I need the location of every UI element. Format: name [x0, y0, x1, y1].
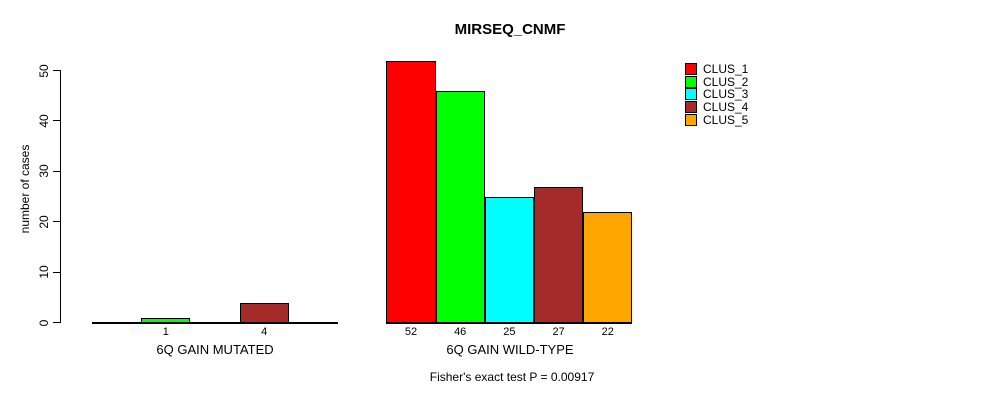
bar-value-label: 22: [601, 326, 614, 338]
chart-title: MIRSEQ_CNMF: [454, 21, 566, 38]
fisher-test-footnote: Fisher's exact test P = 0.00917: [429, 370, 595, 384]
y-axis-tick: [53, 221, 60, 223]
bar-value-label: 4: [261, 326, 268, 338]
legend-item: CLUS_1: [685, 63, 748, 76]
bar-clus_4: [239, 303, 289, 323]
legend-label: CLUS_4: [703, 100, 749, 115]
y-axis-tick-label: 50: [37, 63, 51, 78]
bar-clus_4: [534, 187, 584, 323]
legend-swatch-clus_2: [685, 75, 697, 88]
bar-value-label: 46: [454, 326, 467, 338]
y-axis-tick-label: 0: [37, 319, 51, 326]
bar-clus_3: [484, 197, 534, 323]
bar-value-label: 1: [162, 326, 169, 338]
legend-item: CLUS_2: [685, 74, 749, 89]
legend-swatch-clus_3: [685, 88, 697, 101]
legend-swatch-clus_1: [685, 63, 697, 76]
bar-value-label: 25: [503, 326, 516, 338]
y-axis-label: number of cases: [18, 144, 32, 234]
bar-clus_2: [141, 318, 191, 323]
legend-swatch-clus_5: [685, 113, 697, 126]
group-label-mutated: 6Q GAIN MUTATED: [156, 342, 274, 357]
y-axis-tick: [53, 271, 60, 273]
legend: CLUS_1 CLUS_2 CLUS_3 CLUS_4 CLUS_5: [685, 63, 748, 126]
y-axis-tick-label: 20: [37, 215, 51, 229]
bar-value-label: 52: [404, 326, 418, 338]
y-axis-tick: [53, 170, 60, 172]
bar-clus_5: [583, 212, 633, 323]
legend-label: CLUS_2: [703, 74, 749, 89]
legend-item: CLUS_5: [685, 113, 748, 126]
bar-clus_2: [435, 91, 485, 323]
legend-label: CLUS_3: [703, 87, 749, 102]
x-axis-baseline: [92, 322, 338, 324]
bar-value-label: 27: [552, 326, 565, 338]
y-axis-tick: [53, 70, 60, 71]
legend-label: CLUS_5: [703, 112, 749, 127]
legend-item: CLUS_3: [685, 88, 748, 101]
y-axis-tick: [53, 322, 60, 323]
y-axis-tick-label: 10: [37, 265, 51, 279]
group-label-wild-type: 6Q GAIN WILD-TYPE: [446, 342, 574, 357]
legend-item: CLUS_4: [685, 101, 748, 114]
y-axis-tick-label: 40: [37, 114, 51, 128]
bar-clus_1: [386, 61, 436, 323]
y-axis-tick: [53, 120, 60, 122]
legend-label: CLUS_1: [703, 62, 749, 77]
y-axis-line: [60, 70, 61, 323]
y-axis-tick-label: 30: [37, 164, 51, 178]
legend-swatch-clus_4: [685, 101, 697, 114]
